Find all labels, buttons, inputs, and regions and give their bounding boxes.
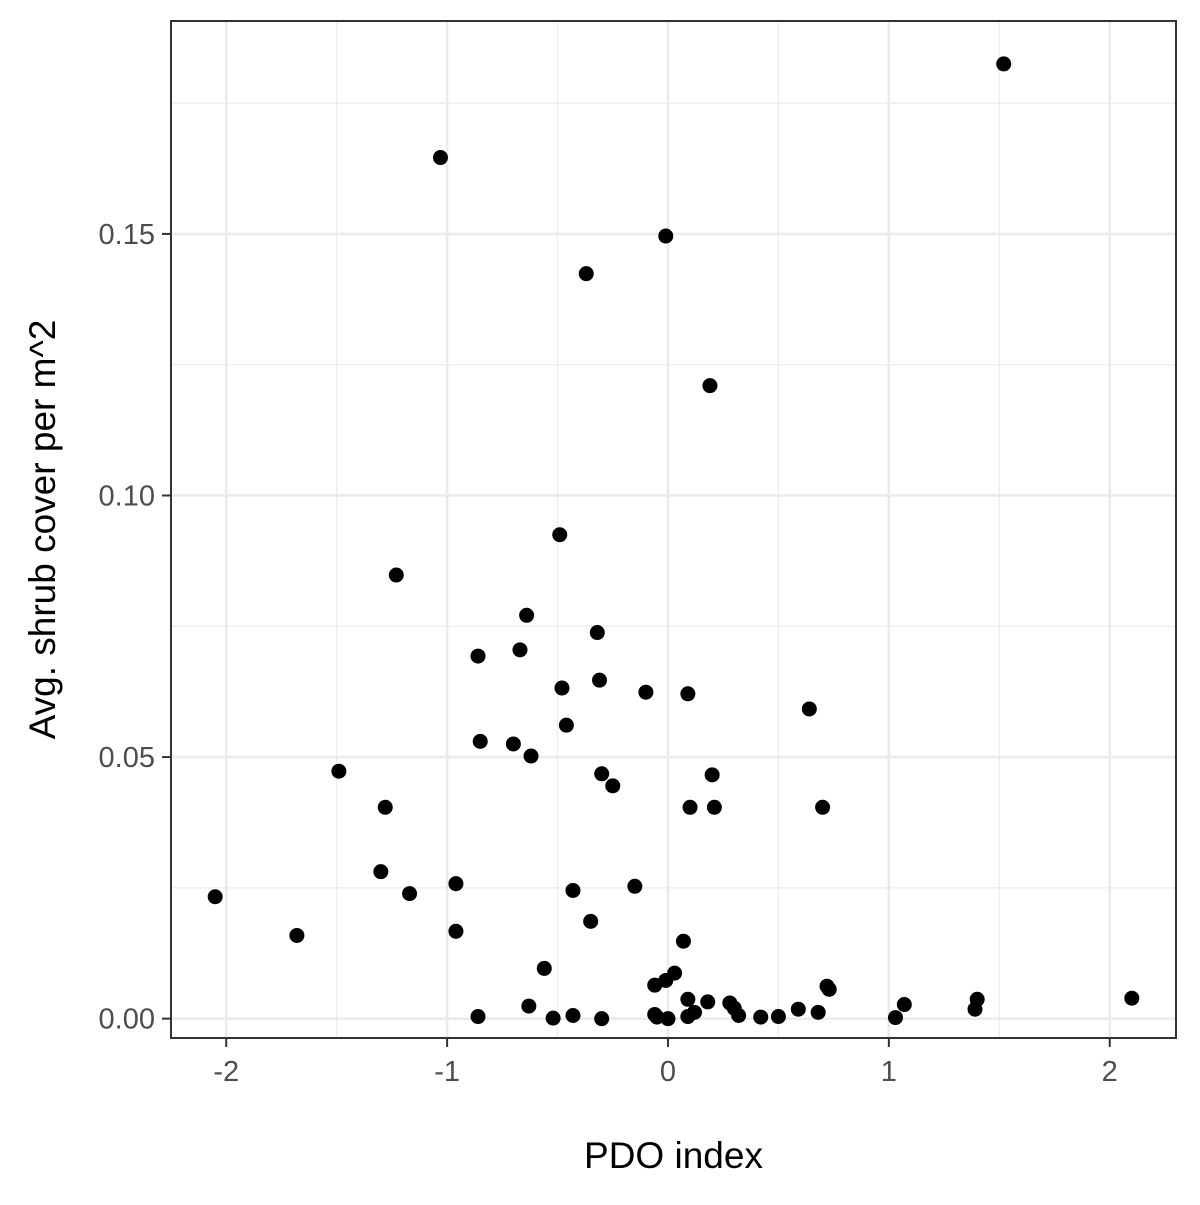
y-tick-label: 0.05 [99, 742, 155, 774]
data-point [702, 378, 718, 394]
data-point [512, 642, 528, 658]
data-point [578, 266, 594, 282]
data-point [887, 1010, 903, 1026]
data-point [996, 56, 1012, 72]
data-point [470, 648, 486, 664]
data-point [967, 1001, 983, 1017]
data-point [680, 1009, 696, 1025]
x-tick-label: 2 [1102, 1056, 1118, 1088]
x-tick-label: -1 [434, 1056, 460, 1088]
data-point [790, 1001, 806, 1017]
data-point [536, 960, 552, 976]
y-tick-label: 0.00 [99, 1004, 155, 1036]
data-point [682, 799, 698, 815]
data-point [896, 997, 912, 1013]
data-point [554, 680, 570, 696]
data-point [1124, 990, 1140, 1006]
data-point [594, 1011, 610, 1027]
data-point [552, 527, 568, 543]
data-point [589, 625, 605, 641]
data-point [605, 778, 621, 794]
data-point [448, 923, 464, 939]
x-axis: -2 -1 0 1 2 [213, 1038, 1118, 1088]
y-axis-title: Avg. shrub cover per m^2 [22, 320, 63, 740]
data-point [638, 684, 654, 700]
data-point [289, 927, 305, 943]
data-point [675, 933, 691, 949]
x-tick-label: 1 [881, 1056, 897, 1088]
data-point [432, 150, 448, 166]
data-point [521, 998, 537, 1014]
data-point [649, 1009, 665, 1025]
data-point [545, 1010, 561, 1026]
y-tick-label: 0.15 [99, 219, 155, 251]
data-point [700, 994, 716, 1010]
data-point [388, 567, 404, 583]
data-point [706, 799, 722, 815]
data-points [207, 56, 1140, 1027]
data-point [565, 882, 581, 898]
data-point [821, 981, 837, 997]
data-point [565, 1008, 581, 1024]
data-point [470, 1009, 486, 1025]
data-point [801, 701, 817, 717]
y-tick-label: 0.10 [99, 480, 155, 512]
data-point [377, 799, 393, 815]
data-point [519, 607, 535, 623]
data-point [753, 1009, 769, 1025]
data-point [647, 977, 663, 993]
data-point [505, 736, 521, 752]
data-point [583, 913, 599, 929]
data-point [594, 766, 610, 782]
data-point [731, 1008, 747, 1024]
data-point [704, 767, 720, 783]
data-point [770, 1009, 786, 1025]
y-axis: 0.00 0.05 0.10 0.15 [99, 219, 171, 1036]
x-tick-label: 0 [660, 1056, 676, 1088]
x-axis-title: PDO index [584, 1135, 763, 1176]
data-point [660, 1011, 676, 1027]
data-point [627, 878, 643, 894]
x-tick-label: -2 [213, 1056, 239, 1088]
data-point [680, 991, 696, 1007]
data-point [472, 733, 488, 749]
data-point [680, 686, 696, 702]
panel-border [170, 20, 1177, 1039]
data-point [402, 886, 418, 902]
data-point [592, 672, 608, 688]
data-point [448, 876, 464, 892]
data-point [658, 228, 674, 244]
data-point [523, 748, 539, 764]
data-point [558, 717, 574, 733]
data-point [815, 799, 831, 815]
data-point [331, 763, 347, 779]
data-point [207, 889, 223, 905]
data-point [373, 864, 389, 880]
data-point [810, 1004, 826, 1020]
